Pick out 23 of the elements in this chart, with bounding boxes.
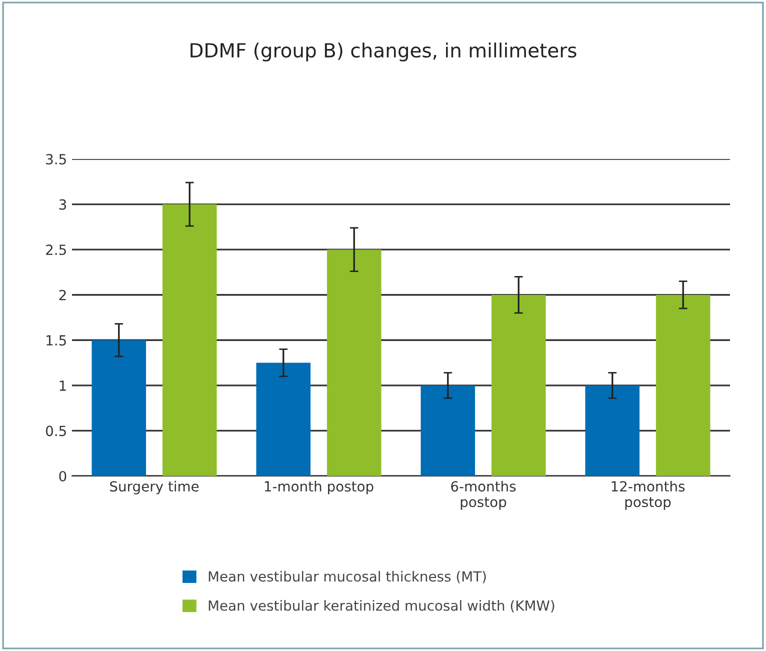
x-tick-label: 1-month postop xyxy=(264,480,374,494)
bar xyxy=(656,294,710,476)
y-tick-label: 1 xyxy=(60,380,66,391)
legend-label: Mean vestibular keratinized mucosal width (KMW) xyxy=(208,600,554,612)
y-tick-label: 3.5 xyxy=(46,154,66,164)
bar xyxy=(162,204,217,476)
legend-label: Mean vestibular mucosal thickness (MT) xyxy=(208,570,486,584)
y-tick-label: 2 xyxy=(59,290,66,300)
chart-title: DDMF (group B) changes, in millimeters xyxy=(190,42,576,62)
x-tick-label: Surgery time xyxy=(110,480,199,494)
x-tick-label: 12-months postop xyxy=(612,480,685,510)
bar xyxy=(420,385,476,476)
y-tick-label: 1.5 xyxy=(46,335,66,346)
bar xyxy=(491,294,546,476)
y-tick-label: 3 xyxy=(59,199,66,210)
y-tick-label: 0 xyxy=(59,470,66,482)
bar xyxy=(92,340,146,476)
bar xyxy=(585,385,640,476)
bar xyxy=(256,362,311,476)
y-tick-label: 2.5 xyxy=(46,244,66,256)
y-tick-label: 0.5 xyxy=(46,426,66,436)
x-tick-label: 6-months postop xyxy=(451,480,516,510)
bar xyxy=(326,250,382,476)
